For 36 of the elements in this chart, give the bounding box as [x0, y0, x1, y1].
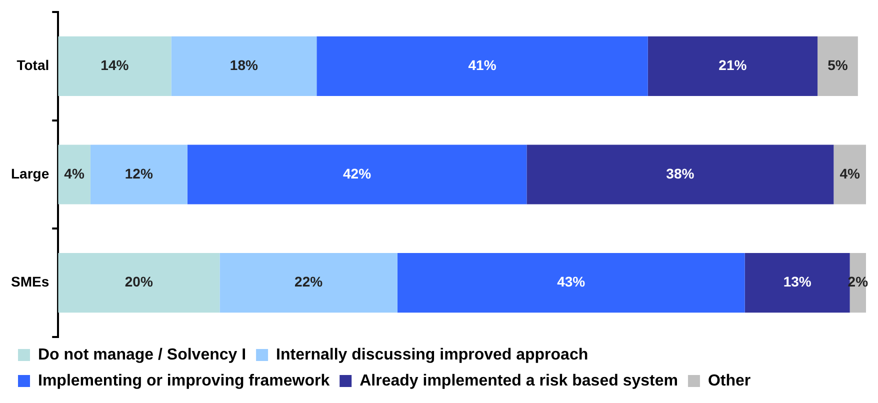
data-label: 41%	[468, 57, 497, 74]
legend-label: Implementing or improving framework	[38, 372, 330, 390]
data-label: 38%	[666, 165, 695, 182]
data-label: 13%	[783, 274, 812, 290]
bar	[744, 253, 850, 313]
data-label: 4%	[840, 165, 861, 182]
data-label: 20%	[124, 274, 154, 290]
legend-label: Do not manage / Solvency I	[38, 346, 246, 364]
bar	[397, 253, 745, 313]
bar	[648, 36, 818, 96]
data-label: 14%	[100, 57, 130, 74]
bar	[58, 36, 172, 96]
data-label: 18%	[230, 57, 258, 74]
bar	[818, 36, 858, 96]
legend-label: Other	[708, 372, 751, 390]
data-label: 43%	[557, 274, 586, 290]
data-label: 21%	[718, 57, 748, 74]
bar	[220, 253, 398, 313]
bar	[58, 253, 220, 313]
y-tick-label: Total	[16, 57, 50, 74]
legend-label: Internally discussing improved approach	[276, 346, 588, 364]
bar	[316, 36, 648, 96]
bar	[90, 144, 188, 204]
legend-label: Already implemented a risk based system	[360, 372, 678, 390]
bar	[526, 144, 834, 204]
data-label: 4%	[64, 165, 85, 182]
data-label: 22%	[294, 274, 324, 290]
bar	[58, 144, 90, 204]
data-label: 12%	[124, 165, 154, 182]
bar	[187, 144, 527, 204]
y-tick-label: SMEs	[11, 274, 50, 290]
bar	[834, 144, 866, 204]
data-label: 5%	[828, 57, 848, 74]
y-tick-label: Large	[11, 165, 50, 182]
data-label: 42%	[343, 165, 372, 182]
bar	[171, 36, 317, 96]
